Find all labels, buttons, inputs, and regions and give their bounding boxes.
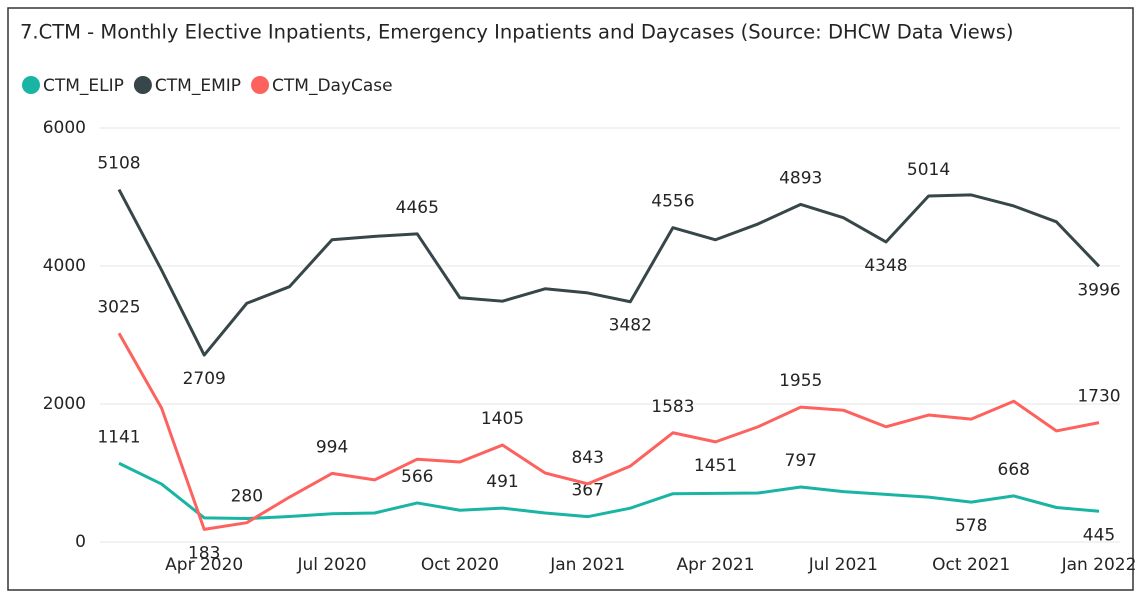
- x-tick-label: Jul 2021: [808, 555, 878, 575]
- x-tick-label: Apr 2020: [165, 555, 243, 575]
- data-label: 4348: [864, 256, 907, 276]
- data-label: 1730: [1077, 387, 1120, 407]
- legend-label: CTM_EMIP: [155, 76, 241, 96]
- series-line: [117, 332, 1100, 531]
- data-label: 994: [316, 437, 348, 457]
- legend-label: CTM_DayCase: [272, 76, 393, 96]
- y-tick-label: 0: [75, 532, 86, 552]
- y-tick-label: 6000: [43, 118, 86, 138]
- data-label: 3996: [1077, 280, 1120, 300]
- data-label: 491: [486, 472, 518, 492]
- data-label: 566: [401, 467, 433, 487]
- y-tick-label: 4000: [43, 256, 86, 276]
- data-label: 3025: [97, 297, 140, 317]
- data-label: 1451: [694, 456, 737, 476]
- data-label: 797: [785, 451, 817, 471]
- data-label: 1955: [779, 371, 822, 391]
- data-label: 4893: [779, 168, 822, 188]
- data-label: 4556: [651, 192, 694, 212]
- x-tick-label: Oct 2020: [421, 555, 499, 575]
- data-label: 367: [571, 481, 603, 501]
- data-label: 5014: [907, 160, 950, 180]
- data-label: 1141: [97, 427, 140, 447]
- series-line: [118, 461, 1100, 521]
- data-label: 280: [231, 487, 263, 507]
- legend-swatch: [133, 76, 152, 94]
- chart-title: 7.CTM - Monthly Elective Inpatients, Eme…: [20, 21, 1014, 44]
- data-label: 1405: [481, 409, 524, 429]
- y-tick-label: 2000: [43, 394, 86, 414]
- data-label: 2709: [183, 369, 226, 389]
- frame: [7, 7, 1134, 591]
- data-label: 1583: [651, 397, 694, 417]
- series-line: [117, 188, 1101, 357]
- x-tick-label: Apr 2021: [676, 555, 754, 575]
- data-label: 4465: [396, 198, 439, 218]
- data-label: 3482: [609, 316, 652, 336]
- legend-swatch: [251, 76, 270, 94]
- data-label: 183: [188, 543, 220, 563]
- x-tick-label: Jul 2020: [296, 555, 366, 575]
- legend-label: CTM_ELIP: [43, 76, 124, 96]
- data-label: 843: [571, 448, 603, 468]
- data-label: 668: [998, 460, 1030, 480]
- data-label: 5108: [97, 154, 140, 174]
- x-tick-label: Jan 2022: [1061, 555, 1137, 575]
- x-tick-label: Jan 2021: [549, 555, 625, 575]
- data-label: 578: [955, 516, 987, 536]
- x-tick-label: Oct 2021: [932, 555, 1010, 575]
- legend-swatch: [22, 76, 40, 94]
- data-label: 445: [1083, 525, 1115, 545]
